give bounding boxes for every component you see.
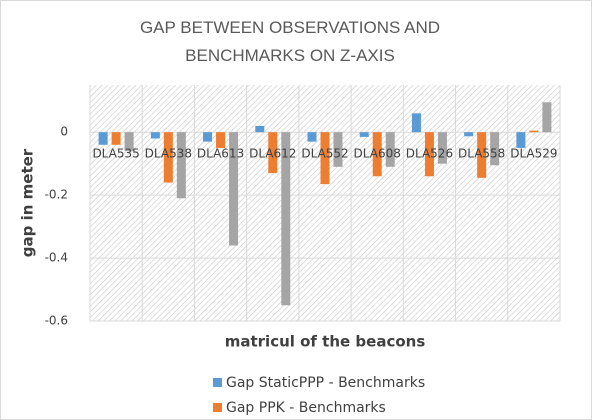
bar (411, 113, 421, 133)
bar (424, 132, 434, 177)
bar (216, 132, 226, 148)
chart-title: GAP BETWEEN OBSERVATIONS AND BENCHMARKS … (139, 18, 441, 65)
bar (320, 132, 330, 185)
x-tick-label: DLA608 (354, 147, 401, 161)
bar (307, 132, 317, 142)
legend-swatch (213, 378, 222, 387)
bar (464, 132, 474, 137)
legend-label: Gap StaticPPP - Benchmarks (226, 375, 425, 391)
bar (372, 132, 382, 177)
bar (477, 132, 487, 178)
legend-label: Gap PPK - Benchmarks (226, 400, 386, 416)
bar (176, 132, 186, 199)
bar (150, 132, 160, 139)
bar (385, 132, 395, 167)
x-tick-label: DLA535 (92, 147, 139, 161)
bar (281, 132, 291, 306)
bar (542, 102, 552, 133)
bar (203, 132, 213, 142)
y-axis-title: gap in meter (19, 148, 37, 257)
legend-swatch (213, 403, 222, 412)
x-axis-title: matricul of the beacons (225, 333, 426, 351)
x-tick-label: DLA612 (249, 147, 296, 161)
bar (229, 132, 239, 246)
x-tick-label: DLA529 (510, 147, 557, 161)
bar (98, 132, 108, 145)
x-tick-label: DLA526 (406, 147, 453, 161)
bar (124, 132, 134, 152)
bar (437, 132, 447, 164)
bar (516, 132, 526, 148)
y-tick-label: -0.2 (45, 188, 68, 202)
bar (255, 125, 265, 133)
bar (111, 132, 121, 145)
y-tick-label: 0 (60, 125, 68, 139)
bar (163, 132, 173, 183)
x-tick-label: DLA552 (301, 147, 348, 161)
plot-area (90, 85, 560, 321)
bar (333, 132, 343, 167)
bar (268, 132, 278, 174)
bar (490, 132, 500, 166)
x-tick-label: DLA538 (145, 147, 192, 161)
x-tick-label: DLA558 (458, 147, 505, 161)
bar (359, 132, 369, 137)
y-tick-label: -0.4 (45, 251, 68, 265)
y-tick-label: -0.6 (45, 314, 68, 328)
x-tick-label: DLA613 (197, 147, 244, 161)
bar (529, 130, 539, 133)
